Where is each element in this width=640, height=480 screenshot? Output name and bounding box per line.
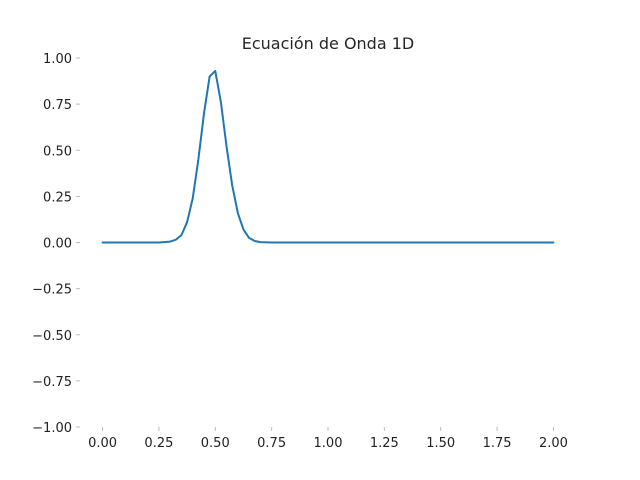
y-tick-label: 0.50 [43,144,72,159]
series-line [101,69,555,244]
y-tick-label: 0.75 [43,98,72,113]
x-tick-label: 0.00 [88,436,117,451]
y-axis-ticks: 1.00 0.75 0.50 0.25 0.00 −0.25 −0.50 −0.75 −1.00 [32,52,80,436]
x-tick-label: 0.75 [257,436,286,451]
x-tick-label: 0.50 [201,436,230,451]
y-tick-label: −0.50 [32,329,72,344]
x-tick-label: 1.25 [370,436,399,451]
y-tick-label: 0.00 [43,237,72,252]
y-tick-label: −1.00 [32,421,72,436]
x-tick-label: 1.00 [314,436,343,451]
series-layer [101,69,555,244]
x-tick-label: 0.25 [144,436,173,451]
y-tick-label: −0.75 [32,375,72,390]
y-tick-label: 0.25 [43,190,72,205]
y-tick-label: −0.25 [32,283,72,298]
y-tick-label: 1.00 [43,52,72,67]
chart-title: Ecuación de Onda 1D [242,34,414,53]
x-axis-ticks: 0.00 0.25 0.50 0.75 1.00 1.25 1.50 1.75 2.00 [88,427,568,451]
x-tick-label: 2.00 [539,436,568,451]
x-tick-label: 1.50 [426,436,455,451]
x-tick-label: 1.75 [483,436,512,451]
